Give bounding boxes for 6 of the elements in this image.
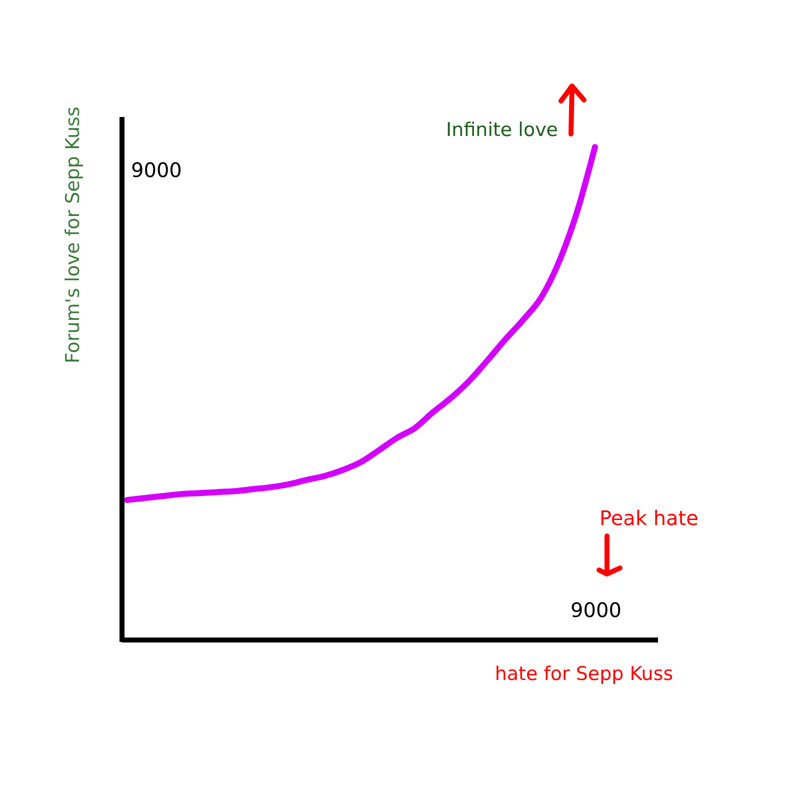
annotation: Peak hate [600, 506, 698, 530]
annotation: 9000 [131, 158, 182, 182]
text: Infinite love [446, 119, 558, 141]
x-axis-title: hate for Sepp Kuss [494, 663, 674, 685]
y-axis-title: Forum's love for Sepp Kuss [62, 106, 84, 364]
annotation: 9000 [570, 598, 622, 622]
